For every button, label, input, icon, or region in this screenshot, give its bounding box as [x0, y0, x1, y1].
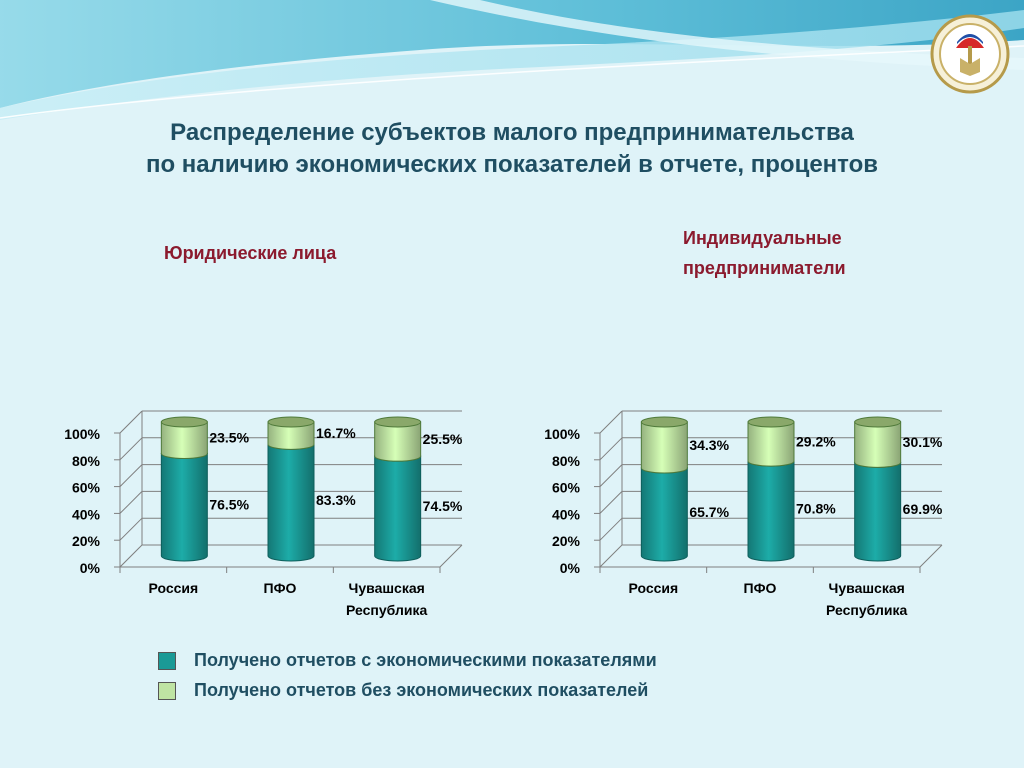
x-category-label: Чувашская — [829, 580, 905, 596]
subtitle-legal-entities: Юридические лица — [164, 243, 337, 263]
y-tick-label: 0% — [80, 560, 101, 576]
page-title-line-1: Распределение субъектов малого предприни… — [170, 119, 854, 146]
x-category-label: Республика — [346, 602, 427, 618]
chart-individual-entrepreneurs: 0% 20% 40% 60% 80% 100% 65.7% 34.3% Россия 70.8% 2… — [544, 410, 943, 618]
gridline-side — [599, 491, 623, 514]
data-label-without-indicators: 29.2% — [796, 434, 836, 450]
y-tick-label: 20% — [552, 533, 581, 549]
emblem-icon — [930, 14, 1010, 94]
bar-segment-with-indicators — [267, 438, 315, 562]
bar-segment-with-indicators — [374, 450, 422, 562]
x-category-label: Россия — [148, 580, 198, 596]
x-category-label: Республика — [826, 602, 907, 618]
legend-swatch-with-indicators — [158, 652, 176, 670]
data-label-without-indicators: 34.3% — [689, 437, 729, 453]
data-label-with-indicators: 83.3% — [316, 492, 356, 508]
data-label-with-indicators: 76.5% — [209, 497, 249, 513]
bar-segment-with-indicators — [747, 455, 795, 562]
bar-segment-without-indicators — [267, 416, 315, 450]
subtitle-individual-entrepreneurs-line-1: Индивидуальные — [683, 228, 842, 248]
data-label-with-indicators: 65.7% — [689, 504, 729, 520]
legend-label-with-indicators: Получено отчетов с экономическими показа… — [194, 650, 657, 670]
bar-segment-without-indicators — [374, 416, 422, 462]
gridline-side — [599, 464, 623, 487]
gridline-side — [119, 464, 143, 487]
gridline-side — [119, 437, 143, 461]
gridline-side — [599, 410, 623, 434]
bar-segment-without-indicators — [640, 416, 688, 474]
y-tick-label: 40% — [552, 506, 581, 522]
gridline-side — [119, 544, 143, 568]
chart-legal-entities: 0% 20% 40% 60% 80% 100% 76.5% 23.5% Россия 83.3% 1… — [64, 410, 463, 618]
legend-label-without-indicators: Получено отчетов без экономических показ… — [194, 680, 649, 700]
x-category-label: ПФО — [744, 580, 777, 596]
y-tick-label: 60% — [552, 480, 581, 496]
y-tick-label: 100% — [544, 426, 580, 442]
x-category-label: Чувашская — [349, 580, 425, 596]
data-label-without-indicators: 23.5% — [209, 430, 249, 446]
y-tick-label: 80% — [72, 453, 101, 469]
x-category-label: ПФО — [264, 580, 297, 596]
gridline-side — [119, 491, 143, 514]
subtitle-individual-entrepreneurs-line-2: предприниматели — [683, 258, 846, 278]
bar-segment-with-indicators — [854, 456, 902, 562]
background-swoosh — [0, 0, 1024, 120]
page-title-line-2: по наличию экономических показателей в о… — [145, 151, 879, 178]
y-tick-label: 80% — [552, 453, 581, 469]
bar-segment-with-indicators — [640, 462, 688, 562]
x-category-label: Россия — [628, 580, 678, 596]
y-tick-label: 20% — [72, 533, 101, 549]
gridline-side — [599, 437, 623, 461]
data-label-with-indicators: 69.9% — [903, 501, 943, 517]
y-tick-label: 40% — [72, 506, 101, 522]
gridline-side — [599, 517, 623, 541]
data-label-without-indicators: 30.1% — [903, 434, 943, 450]
bar-segment-without-indicators — [747, 416, 795, 467]
bar-segment-without-indicators — [854, 416, 902, 468]
data-label-with-indicators: 70.8% — [796, 501, 836, 517]
floor-edge — [919, 544, 943, 568]
y-tick-label: 100% — [64, 426, 100, 442]
gridline-side — [599, 544, 623, 568]
bar-segment-without-indicators — [160, 416, 208, 459]
data-label-without-indicators: 25.5% — [423, 431, 463, 447]
data-label-without-indicators: 16.7% — [316, 425, 356, 441]
legend-swatch-without-indicators — [158, 682, 176, 700]
bar-segment-with-indicators — [160, 447, 208, 562]
y-tick-label: 60% — [72, 480, 101, 496]
gridline-side — [119, 517, 143, 541]
gridline-side — [119, 410, 143, 434]
data-label-with-indicators: 74.5% — [423, 498, 463, 514]
floor-edge — [439, 544, 463, 568]
y-tick-label: 0% — [560, 560, 581, 576]
